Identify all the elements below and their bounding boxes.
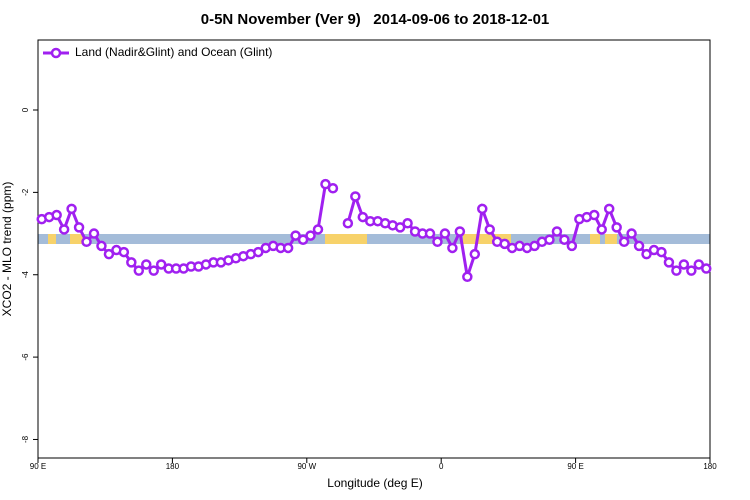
data-point <box>566 240 578 252</box>
data-point <box>499 238 510 250</box>
data-point <box>656 246 667 258</box>
data-point <box>447 242 458 254</box>
y-tick-label: 0 <box>21 107 30 112</box>
y-tick-label: -2 <box>21 188 30 196</box>
y-tick-label: -8 <box>21 435 30 443</box>
data-point <box>118 246 130 258</box>
data-point <box>297 234 309 245</box>
data-point <box>327 183 339 194</box>
data-point <box>611 222 622 233</box>
y-axis-title: XCO2 - MLO trend (ppm) <box>0 182 14 317</box>
legend-marker <box>50 47 62 59</box>
data-point <box>312 224 324 235</box>
data-point <box>454 226 466 237</box>
data-point <box>305 230 316 241</box>
x-tick-label: 180 <box>166 462 180 471</box>
data-point <box>253 246 264 258</box>
data-point <box>439 228 451 239</box>
data-point <box>544 234 555 245</box>
plot-frame <box>37 39 711 459</box>
data-point <box>155 259 167 270</box>
data-point <box>148 265 159 276</box>
data-point <box>320 178 331 190</box>
data-point <box>686 265 697 276</box>
data-point <box>469 248 481 260</box>
data-point <box>633 240 645 252</box>
data-point <box>432 236 443 248</box>
data-point <box>290 230 301 241</box>
data-point <box>678 259 690 270</box>
data-point <box>96 240 107 252</box>
data-point <box>81 236 92 248</box>
data-point <box>529 240 540 252</box>
data-point <box>133 265 145 276</box>
data-point <box>477 203 488 215</box>
y-tick-label: -4 <box>21 271 30 279</box>
data-point <box>462 271 473 283</box>
data-point <box>51 209 62 221</box>
data-point <box>701 263 712 274</box>
data-point <box>693 259 705 270</box>
x-tick-label: 180 <box>703 462 717 471</box>
y-tick-label: -6 <box>21 353 30 361</box>
data-point <box>394 222 406 233</box>
legend-label: Land (Nadir&Glint) and Ocean (Glint) <box>75 45 272 59</box>
chart-title: 0-5N November (Ver 9) 2014-09-06 to 2018… <box>201 11 550 28</box>
x-tick-label: 90 E <box>567 462 583 471</box>
data-point <box>551 226 563 237</box>
data-point <box>603 203 615 215</box>
x-axis-title: Longitude (deg E) <box>327 476 422 490</box>
data-point <box>626 228 637 239</box>
data-point <box>357 211 369 223</box>
data-point <box>559 234 570 245</box>
data-point <box>350 191 361 202</box>
data-point <box>596 224 607 235</box>
data-point <box>342 218 354 229</box>
data-point <box>73 222 85 233</box>
data-point <box>589 209 600 221</box>
data-point <box>641 248 652 260</box>
data-point <box>66 203 77 215</box>
data-point <box>282 242 294 254</box>
x-tick-label: 90 W <box>297 462 316 471</box>
data-point <box>618 236 630 248</box>
data-point <box>424 228 436 239</box>
data-point <box>402 218 413 229</box>
data-point <box>103 248 115 260</box>
data-point <box>671 265 682 276</box>
data-point <box>663 257 675 268</box>
x-tick-label: 0 <box>439 462 444 471</box>
data-point <box>484 224 495 235</box>
data-point <box>141 259 152 270</box>
series-line <box>41 181 334 273</box>
surface-band <box>38 234 710 244</box>
x-tick-label: 90 E <box>30 462 46 471</box>
data-point <box>88 228 100 239</box>
data-point <box>126 257 137 268</box>
data-point <box>58 224 70 235</box>
